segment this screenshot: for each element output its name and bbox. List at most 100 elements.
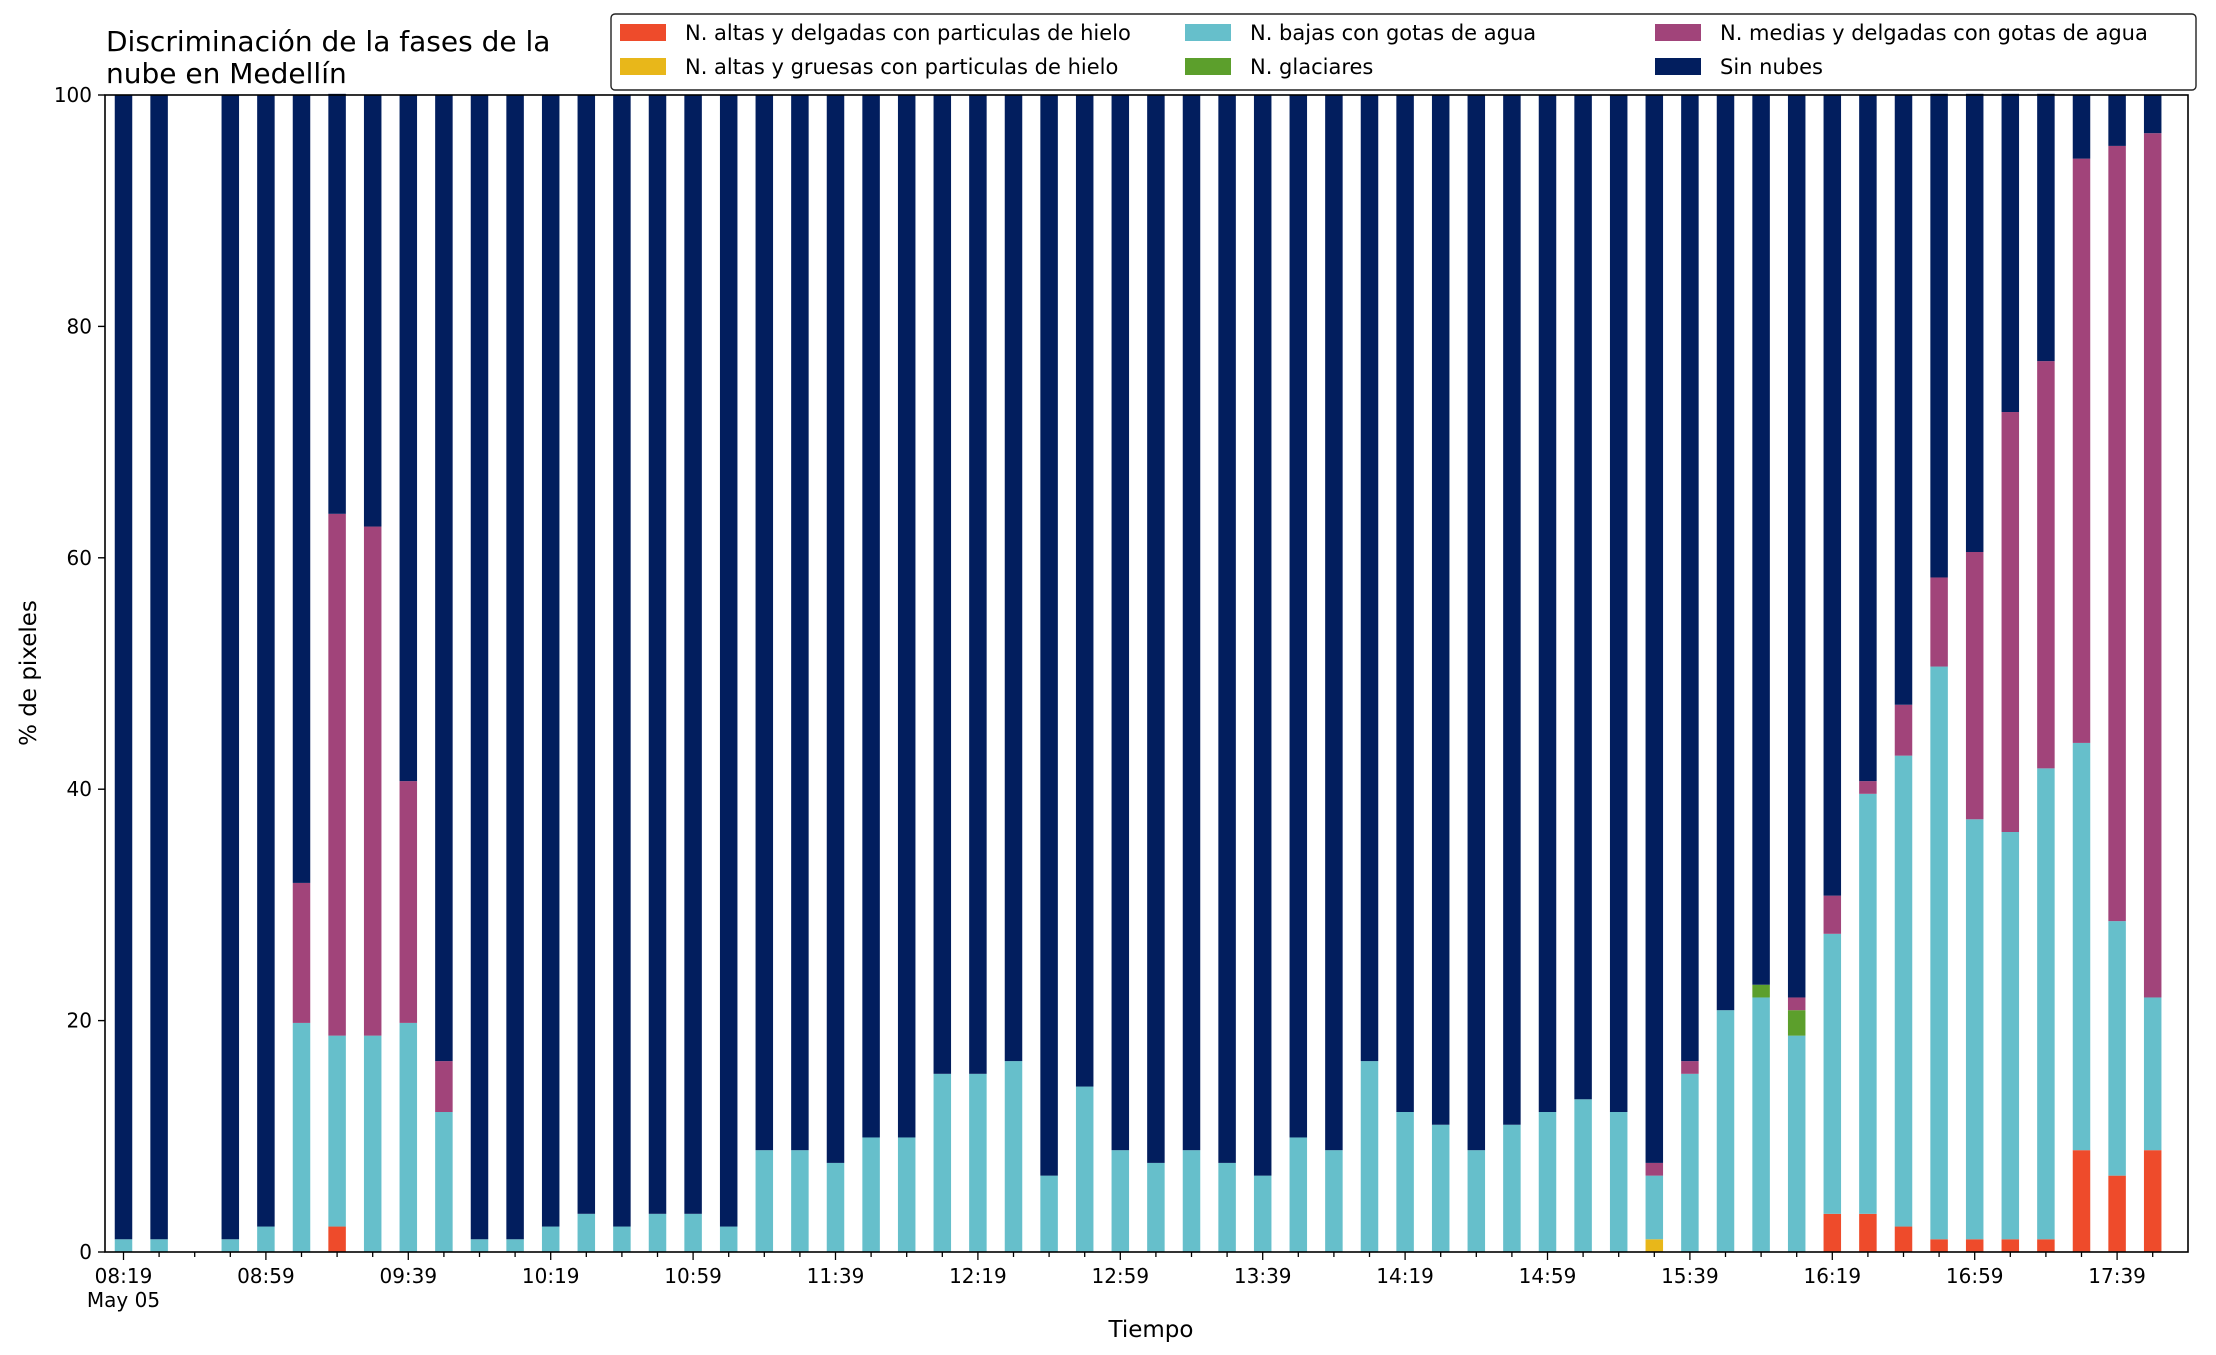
bar-segment-n-altas-y-delgadas-con-particulas-de-hielo-1749 (2143, 1150, 2162, 1252)
bar-segment-n-altas-y-delgadas-con-particulas-de-hielo-1729 (2072, 1150, 2091, 1252)
x-tick-label: 12:19 (949, 1264, 1007, 1288)
x-tick-label: 17:39 (2088, 1264, 2146, 1288)
x-tick-label: 08:19 May 05 (87, 1264, 160, 1312)
bar-segment-sin-nubes-0849 (221, 95, 240, 1240)
bar-segment-n-bajas-con-gotas-de-agua-1539 (1681, 1073, 1699, 1252)
bar-segment-n-bajas-con-gotas-de-agua-1239 (1040, 1175, 1058, 1252)
bar-segment-n-altas-y-gruesas-con-particulas-de-hielo-1529 (1645, 1239, 1664, 1252)
bar-segment-n-bajas-con-gotas-de-agua-1739 (2108, 921, 2126, 1176)
x-axis-label: Tiempo (1108, 1317, 1194, 1343)
legend-swatch-n-glaciares (1185, 58, 1231, 75)
bar-segment-sin-nubes-1109 (719, 95, 738, 1227)
x-tick-label: 12:59 (1091, 1264, 1149, 1288)
bar-segment-n-altas-y-delgadas-con-particulas-de-hielo-1709 (2001, 1239, 2020, 1252)
bar-segment-sin-nubes-1129 (791, 95, 809, 1151)
bar-segment-n-medias-y-delgadas-con-gotas-de-agua-1539 (1681, 1061, 1699, 1074)
legend-label-sin-nubes: Sin nubes (1720, 55, 1823, 79)
x-tick-label: 09:39 (379, 1264, 437, 1288)
bar-segment-n-bajas-con-gotas-de-agua-1019 (541, 1226, 560, 1252)
bar-segment-n-medias-y-delgadas-con-gotas-de-agua-0909 (292, 882, 311, 1023)
bar-segment-n-bajas-con-gotas-de-agua-1129 (791, 1150, 809, 1252)
bar-segment-n-altas-y-delgadas-con-particulas-de-hielo-1649 (1930, 1239, 1948, 1252)
bar-segment-n-medias-y-delgadas-con-gotas-de-agua-1739 (2108, 145, 2126, 922)
legend-label-n-glaciares: N. glaciares (1250, 55, 1373, 79)
bar-segment-sin-nubes-1529 (1645, 95, 1664, 1163)
bar-segment-n-bajas-con-gotas-de-agua-1229 (1004, 1061, 1023, 1252)
bar-segment-n-bajas-con-gotas-de-agua-1259 (1111, 1150, 1130, 1252)
bar-segment-n-bajas-con-gotas-de-agua-1249 (1075, 1086, 1094, 1252)
bar-segment-n-bajas-con-gotas-de-agua-1219 (969, 1073, 987, 1252)
bar-segment-n-medias-y-delgadas-con-gotas-de-agua-1659 (1965, 552, 1984, 820)
bar-segment-sin-nubes-1119 (755, 95, 774, 1151)
y-tick-label: 20 (67, 1009, 92, 1033)
bar-segment-sin-nubes-1039 (613, 95, 631, 1227)
bar-segment-sin-nubes-0909 (292, 95, 311, 883)
bar-segment-sin-nubes-1019 (541, 95, 560, 1227)
legend: N. altas y delgadas con particulas de hi… (610, 13, 2197, 91)
bar-segment-sin-nubes-1749 (2143, 95, 2162, 134)
bar-segment-n-bajas-con-gotas-de-agua-1749 (2143, 997, 2162, 1151)
bar-segment-n-bajas-con-gotas-de-agua-1059 (684, 1213, 702, 1252)
bar-segment-sin-nubes-1739 (2108, 95, 2126, 146)
legend-label-n-medias-y-delgadas-con-gotas-de-agua: N. medias y delgadas con gotas de agua (1720, 21, 2148, 45)
bar-segment-sin-nubes-1049 (648, 95, 667, 1214)
x-axis: 08:19 May 05 08:59 09:39 10:19 10:59 11:39 12:1… (87, 1252, 2154, 1312)
bar-segment-sin-nubes-0959 (470, 95, 489, 1240)
y-axis: 0 20 40 60 80 100 (54, 83, 105, 1264)
bar-segment-n-bajas-con-gotas-de-agua-1409 (1360, 1061, 1379, 1252)
bar-segment-sin-nubes-1059 (684, 95, 702, 1214)
bar-segment-n-bajas-con-gotas-de-agua-1529 (1645, 1175, 1664, 1240)
bar-segment-n-bajas-con-gotas-de-agua-1209 (933, 1073, 952, 1252)
bar-segment-sin-nubes-1649 (1930, 93, 1948, 578)
bar-segment-n-altas-y-delgadas-con-particulas-de-hielo-1639 (1894, 1226, 1913, 1252)
bar-segment-n-bajas-con-gotas-de-agua-1309 (1147, 1162, 1165, 1252)
bar-segment-n-bajas-con-gotas-de-agua-1559 (1752, 997, 1770, 1252)
bar-segment-n-bajas-con-gotas-de-agua-1629 (1859, 793, 1877, 1214)
bar-segment-n-bajas-con-gotas-de-agua-1649 (1930, 666, 1948, 1240)
bar-segment-n-bajas-con-gotas-de-agua-1449 (1503, 1124, 1521, 1252)
bar-segment-n-bajas-con-gotas-de-agua-0949 (435, 1112, 453, 1252)
bar-segment-n-altas-y-delgadas-con-particulas-de-hielo-1739 (2108, 1175, 2126, 1252)
bar-segment-sin-nubes-1519 (1609, 95, 1628, 1112)
bar-segment-n-medias-y-delgadas-con-gotas-de-agua-0919 (328, 513, 346, 1036)
bar-segment-n-bajas-con-gotas-de-agua-1329 (1218, 1162, 1236, 1252)
bar-segment-n-bajas-con-gotas-de-agua-1549 (1716, 1010, 1735, 1252)
bar-segment-n-bajas-con-gotas-de-agua-0919 (328, 1035, 346, 1227)
y-tick-label: 0 (79, 1240, 92, 1264)
bar-segment-sin-nubes-1419 (1396, 95, 1414, 1112)
legend-box (610, 13, 2197, 91)
x-tick-label: 08:59 (237, 1264, 295, 1288)
bar-segment-sin-nubes-1249 (1075, 95, 1094, 1087)
bar-segment-sin-nubes-1609 (1787, 95, 1806, 998)
x-tick-label: 14:19 (1376, 1264, 1434, 1288)
bar-segment-n-medias-y-delgadas-con-gotas-de-agua-1629 (1859, 781, 1877, 794)
bar-segment-sin-nubes-1659 (1965, 93, 1984, 553)
bar-segment-sin-nubes-0939 (399, 95, 418, 782)
bar-segment-n-bajas-con-gotas-de-agua-0829 (150, 1239, 168, 1252)
bar-segment-n-bajas-con-gotas-de-agua-0939 (399, 1022, 418, 1252)
x-tick-label: 10:19 (522, 1264, 580, 1288)
bar-segment-sin-nubes-1509 (1574, 95, 1592, 1100)
bar-segment-sin-nubes-1549 (1716, 95, 1735, 1011)
bar-segment-sin-nubes-1219 (969, 95, 987, 1074)
bar-segment-n-bajas-con-gotas-de-agua-1049 (648, 1213, 667, 1252)
bar-segment-sin-nubes-1459 (1538, 95, 1557, 1112)
x-tick-label: 15:39 (1661, 1264, 1719, 1288)
bar-segment-sin-nubes-0949 (435, 95, 453, 1062)
y-axis-label: % de pixeles (16, 600, 42, 746)
bar-segment-n-bajas-con-gotas-de-agua-0929 (363, 1035, 382, 1252)
legend-label-n-altas-y-delgadas-con-particulas-de-hielo: N. altas y delgadas con particulas de hi… (685, 21, 1131, 45)
bar-segment-n-medias-y-delgadas-con-gotas-de-agua-1749 (2143, 133, 2162, 998)
bar-segment-sin-nubes-0919 (328, 93, 346, 514)
x-tick-label: 14:59 (1519, 1264, 1577, 1288)
x-tick-label: 11:39 (807, 1264, 865, 1288)
bar-segment-sin-nubes-1309 (1147, 95, 1165, 1163)
bar-segment-n-medias-y-delgadas-con-gotas-de-agua-1609 (1787, 997, 1806, 1011)
bar-segment-n-bajas-con-gotas-de-agua-1719 (2037, 768, 2055, 1240)
bar-segment-n-bajas-con-gotas-de-agua-1419 (1396, 1112, 1414, 1252)
bar-segment-n-bajas-con-gotas-de-agua-1509 (1574, 1099, 1592, 1252)
bar-segment-sin-nubes-0929 (363, 95, 382, 527)
bar-segment-sin-nubes-1619 (1823, 95, 1842, 896)
bar-segment-n-bajas-con-gotas-de-agua-0959 (470, 1239, 489, 1252)
bar-segment-sin-nubes-1229 (1004, 95, 1023, 1062)
